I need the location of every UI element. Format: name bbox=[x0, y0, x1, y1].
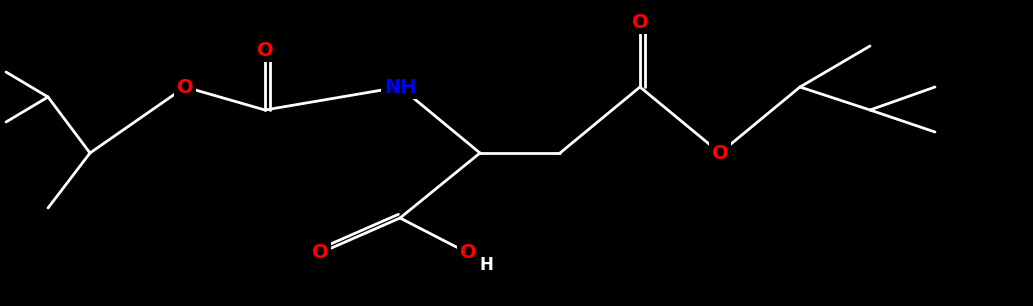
Text: O: O bbox=[312, 244, 328, 263]
Text: O: O bbox=[712, 144, 728, 162]
Text: O: O bbox=[177, 77, 193, 96]
Text: NH: NH bbox=[383, 77, 416, 96]
Text: O: O bbox=[632, 13, 649, 32]
Text: O: O bbox=[256, 40, 274, 59]
Text: H: H bbox=[479, 256, 493, 274]
Text: O: O bbox=[460, 244, 476, 263]
